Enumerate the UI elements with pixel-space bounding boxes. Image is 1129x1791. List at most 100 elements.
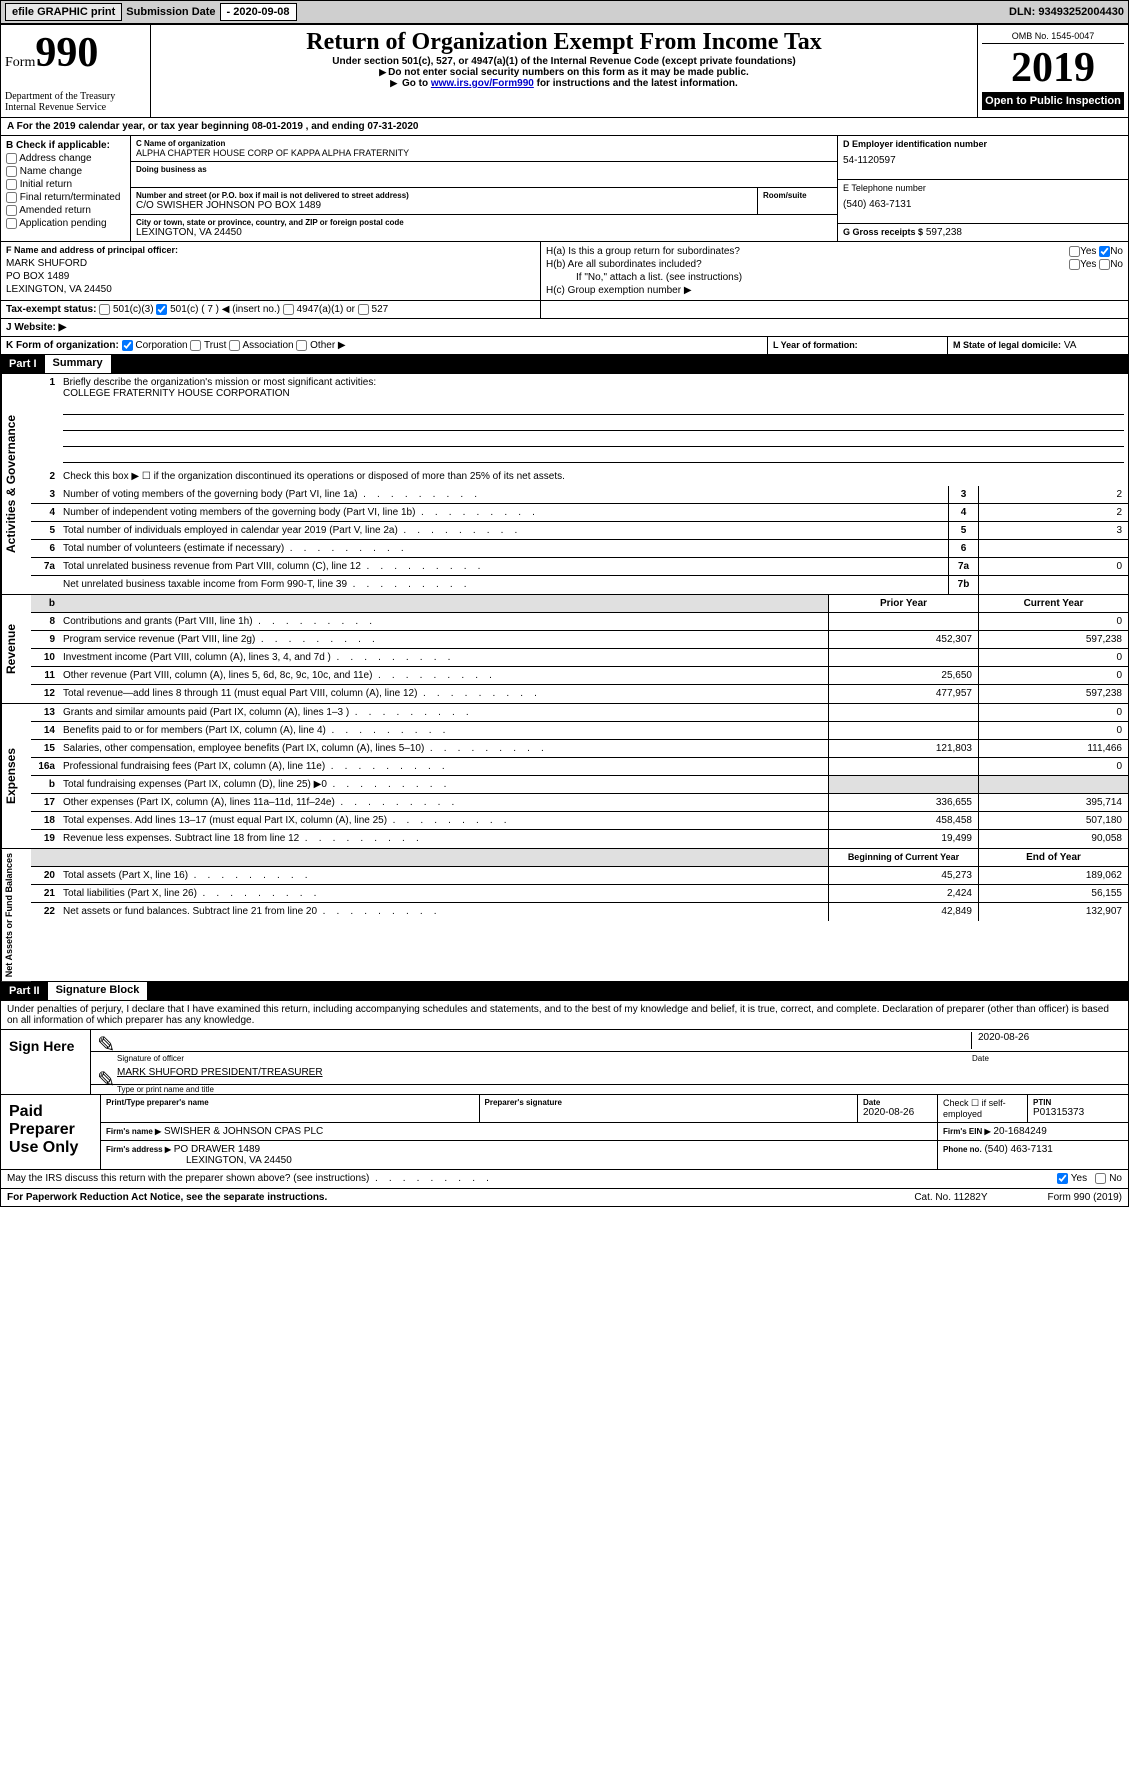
form-header: Form990 Department of the Treasury Inter… bbox=[0, 24, 1129, 118]
officer-name-title: MARK SHUFORD PRESIDENT/TREASURER bbox=[117, 1067, 1122, 1082]
officer-name: MARK SHUFORD bbox=[6, 257, 535, 270]
checkbox-hb-yes[interactable] bbox=[1069, 259, 1080, 270]
section-a: A For the 2019 calendar year, or tax yea… bbox=[0, 118, 1129, 136]
firm-phone: (540) 463-7131 bbox=[984, 1144, 1052, 1155]
pen-icon: ✎ bbox=[97, 1032, 117, 1049]
table-row: 19Revenue less expenses. Subtract line 1… bbox=[31, 830, 1128, 848]
col-prior-year: Prior Year bbox=[828, 595, 978, 612]
officer-addr1: PO BOX 1489 bbox=[6, 270, 535, 283]
table-row: 11Other revenue (Part VIII, column (A), … bbox=[31, 667, 1128, 685]
revenue-section: Revenue b Prior Year Current Year 8Contr… bbox=[0, 595, 1129, 704]
footer-form: Form 990 (2019) bbox=[1048, 1192, 1122, 1203]
pen-icon: ✎ bbox=[97, 1067, 117, 1082]
ha-label: H(a) Is this a group return for subordin… bbox=[546, 246, 740, 257]
preparer-date: 2020-08-26 bbox=[863, 1107, 932, 1118]
discuss-row: May the IRS discuss this return with the… bbox=[0, 1170, 1129, 1188]
part1-num: Part I bbox=[9, 358, 45, 370]
checkbox-application-pending[interactable] bbox=[6, 218, 17, 229]
addr-label: Number and street (or P.O. box if mail i… bbox=[136, 191, 752, 200]
part1-header: Part I Summary bbox=[0, 355, 1129, 374]
checkbox-amended-return[interactable] bbox=[6, 205, 17, 216]
part2-title: Signature Block bbox=[48, 982, 148, 1000]
top-bar: efile GRAPHIC print Submission Date - 20… bbox=[0, 0, 1129, 24]
checkbox-other[interactable] bbox=[296, 340, 307, 351]
expenses-section: Expenses 13Grants and similar amounts pa… bbox=[0, 704, 1129, 849]
checkbox-discuss-yes[interactable] bbox=[1057, 1173, 1068, 1184]
omb-number: OMB No. 1545-0047 bbox=[982, 29, 1124, 44]
firm-address: PO DRAWER 1489 bbox=[174, 1144, 260, 1155]
ein: 54-1120597 bbox=[843, 155, 1123, 166]
checkbox-501c3[interactable] bbox=[99, 304, 110, 315]
submission-date: - 2020-09-08 bbox=[220, 3, 297, 21]
table-row: 14Benefits paid to or for members (Part … bbox=[31, 722, 1128, 740]
col-end-year: End of Year bbox=[978, 849, 1128, 866]
q2: Check this box ▶ ☐ if the organization d… bbox=[59, 468, 1128, 486]
form-title: Return of Organization Exempt From Incom… bbox=[155, 29, 973, 56]
table-row: Net unrelated business taxable income fr… bbox=[31, 576, 1128, 594]
table-row: 5Total number of individuals employed in… bbox=[31, 522, 1128, 540]
table-row: 6Total number of volunteers (estimate if… bbox=[31, 540, 1128, 558]
ein-label: D Employer identification number bbox=[843, 139, 1123, 149]
discuss-question: May the IRS discuss this return with the… bbox=[7, 1173, 369, 1184]
box-k: K Form of organization: Corporation Trus… bbox=[1, 337, 768, 354]
table-row: bTotal fundraising expenses (Part IX, co… bbox=[31, 776, 1128, 794]
preparer-name-label: Print/Type preparer's name bbox=[106, 1098, 474, 1107]
boxes-deg: D Employer identification number 54-1120… bbox=[838, 136, 1128, 241]
col-beginning-year: Beginning of Current Year bbox=[828, 849, 978, 866]
org-name-label: C Name of organization bbox=[136, 139, 832, 148]
phone: (540) 463-7131 bbox=[843, 199, 1123, 210]
firm-ein: 20-1684249 bbox=[993, 1126, 1046, 1137]
checkbox-527[interactable] bbox=[358, 304, 369, 315]
part1-title: Summary bbox=[45, 355, 111, 373]
checkbox-final-return[interactable] bbox=[6, 192, 17, 203]
checkbox-hb-no[interactable] bbox=[1099, 259, 1110, 270]
box-b: B Check if applicable: Address change Na… bbox=[1, 136, 131, 241]
subtitle-1: Under section 501(c), 527, or 4947(a)(1)… bbox=[155, 56, 973, 67]
org-name: ALPHA CHAPTER HOUSE CORP OF KAPPA ALPHA … bbox=[136, 148, 832, 158]
col-current-year: Current Year bbox=[978, 595, 1128, 612]
checkbox-association[interactable] bbox=[229, 340, 240, 351]
table-row: 12Total revenue—add lines 8 through 11 (… bbox=[31, 685, 1128, 703]
date-label: Date bbox=[972, 1054, 1122, 1063]
net-assets-section: Net Assets or Fund Balances Beginning of… bbox=[0, 849, 1129, 982]
gross-receipts: 597,238 bbox=[926, 227, 962, 238]
sign-here-label: Sign Here bbox=[1, 1030, 91, 1094]
dln: DLN: 93493252004430 bbox=[1009, 6, 1124, 18]
table-row: 13Grants and similar amounts paid (Part … bbox=[31, 704, 1128, 722]
ptin: P01315373 bbox=[1033, 1107, 1123, 1118]
checkbox-corporation[interactable] bbox=[122, 340, 133, 351]
table-row: 4Number of independent voting members of… bbox=[31, 504, 1128, 522]
checkbox-trust[interactable] bbox=[190, 340, 201, 351]
signature-block: Sign Here ✎ 2020-08-26 Signature of offi… bbox=[0, 1030, 1129, 1095]
gross-receipts-label: G Gross receipts $ bbox=[843, 227, 923, 237]
table-row: 21Total liabilities (Part X, line 26)2,4… bbox=[31, 885, 1128, 903]
table-row: 9Program service revenue (Part VIII, lin… bbox=[31, 631, 1128, 649]
checkbox-501c[interactable] bbox=[156, 304, 167, 315]
street-address: C/O SWISHER JOHNSON PO BOX 1489 bbox=[136, 200, 752, 211]
checkbox-4947a1[interactable] bbox=[283, 304, 294, 315]
self-employed-check: Check ☐ if self-employed bbox=[938, 1095, 1028, 1122]
website-label: J Website: ▶ bbox=[1, 319, 1128, 336]
boxes-ij: Tax-exempt status: 501(c)(3) 501(c) ( 7 … bbox=[0, 301, 1129, 319]
checkbox-ha-no[interactable] bbox=[1099, 246, 1110, 257]
checkbox-ha-yes[interactable] bbox=[1069, 246, 1080, 257]
box-h: H(a) Is this a group return for subordin… bbox=[541, 242, 1128, 300]
checkbox-discuss-no[interactable] bbox=[1095, 1173, 1106, 1184]
checkbox-address-change[interactable] bbox=[6, 153, 17, 164]
form-number: 990 bbox=[35, 30, 98, 76]
checkbox-name-change[interactable] bbox=[6, 166, 17, 177]
table-row: 3Number of voting members of the governi… bbox=[31, 486, 1128, 504]
revenue-header: b Prior Year Current Year bbox=[31, 595, 1128, 613]
sign-date: 2020-08-26 bbox=[972, 1032, 1122, 1049]
form990-link[interactable]: www.irs.gov/Form990 bbox=[431, 78, 534, 89]
footer-cat: Cat. No. 11282Y bbox=[914, 1192, 987, 1203]
dba-label: Doing business as bbox=[136, 165, 832, 174]
submission-date-label: Submission Date bbox=[126, 6, 215, 18]
checkbox-initial-return[interactable] bbox=[6, 179, 17, 190]
hb-note: If "No," attach a list. (see instruction… bbox=[546, 271, 1123, 284]
open-to-public: Open to Public Inspection bbox=[982, 92, 1124, 110]
boxes-bcdefgh: B Check if applicable: Address change Na… bbox=[0, 136, 1129, 242]
efile-print-button[interactable]: efile GRAPHIC print bbox=[5, 3, 122, 21]
table-row: 8Contributions and grants (Part VIII, li… bbox=[31, 613, 1128, 631]
city-state-zip: LEXINGTON, VA 24450 bbox=[136, 227, 832, 238]
